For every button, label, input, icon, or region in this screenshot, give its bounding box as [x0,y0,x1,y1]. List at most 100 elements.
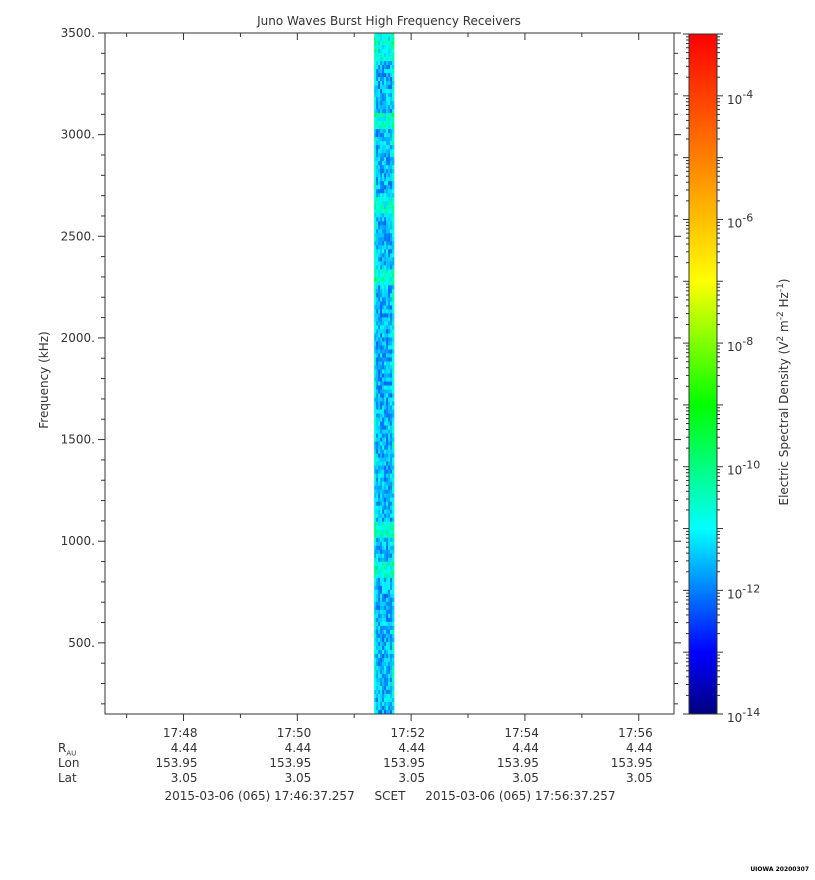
burst-cell [374,329,377,334]
burst-cell [390,273,393,278]
burst-cell [374,485,377,490]
burst-cell [374,381,377,386]
burst-cell [382,389,385,394]
burst-cell [384,557,387,563]
burst-cell [384,397,387,402]
burst-cell [384,485,387,490]
burst-cell [388,141,391,146]
burst-cell [390,485,393,490]
burst-cell [390,549,393,555]
burst-cell [388,529,391,535]
burst-cell [390,617,393,623]
burst-cell [378,581,381,587]
burst-cell [386,437,389,442]
burst-cell [390,641,393,647]
burst-cell [392,133,395,138]
burst-cell [374,385,377,390]
burst-cell [374,265,377,270]
burst-cell [388,513,391,519]
burst-cell [378,453,381,458]
time-range: 2015-03-06 (065) 17:46:37.257 SCET 2015-… [0,789,780,803]
y-axis-label: Frequency (kHz) [37,331,51,428]
burst-cell [378,249,381,254]
burst-cell [374,137,377,142]
burst-cell [390,529,393,535]
burst-cell [390,429,393,434]
burst-cell [378,261,381,266]
burst-cell [388,533,391,539]
burst-cell [390,125,393,130]
burst-cell [392,317,395,322]
burst-cell [380,189,383,194]
burst-cell [384,213,387,218]
burst-cell [392,177,395,182]
burst-cell [390,121,393,126]
burst-cell [374,77,377,82]
burst-cell [376,169,379,174]
burst-cell [390,465,393,470]
burst-cell [388,189,391,194]
burst-cell [386,461,389,466]
burst-cell [382,381,385,386]
burst-cell [386,381,389,386]
burst-cell [376,705,379,711]
burst-cell [376,245,379,250]
burst-cell [374,225,377,230]
burst-cell [374,465,377,470]
burst-cell [382,205,385,210]
burst-cell [392,233,395,238]
burst-cell [374,417,377,422]
burst-cell [380,473,383,478]
burst-cell [386,165,389,170]
burst-cell [382,521,385,527]
burst-cell [380,593,383,599]
burst-cell [376,33,379,38]
burst-cell [386,229,389,234]
x-tick-label: 17:48 [163,726,198,740]
burst-cell [380,345,383,350]
burst-cell [376,97,379,102]
burst-cell [374,437,377,442]
burst-cell [378,153,381,158]
burst-cell [374,673,377,679]
burst-cell [390,653,393,659]
burst-cell [378,269,381,274]
burst-cell [386,33,389,38]
burst-cell [386,645,389,651]
burst-cell [388,405,391,410]
burst-cell [384,437,387,442]
burst-cell [386,277,389,282]
ephemeris-lat-value: 3.05 [284,771,312,785]
burst-cell [386,105,389,110]
burst-cell [380,45,383,50]
burst-cell [382,545,385,551]
burst-cell [376,441,379,446]
burst-cell [384,285,387,290]
burst-cell [380,529,383,535]
burst-cell [382,397,385,402]
burst-cell [390,577,393,583]
burst-cell [380,437,383,442]
burst-cell [380,633,383,639]
burst-cell [380,141,383,146]
burst-cell [374,345,377,350]
burst-cell [388,281,391,286]
burst-cell [376,593,379,599]
burst-cell [392,653,395,659]
burst-cell [382,65,385,70]
burst-cell [374,205,377,210]
burst-cell [390,101,393,106]
burst-cell [374,705,377,711]
burst-cell [386,377,389,382]
burst-cell [390,177,393,182]
burst-cell [380,225,383,230]
burst-cell [382,413,385,418]
burst-cell [390,41,393,46]
burst-cell [386,585,389,591]
burst-cell [378,373,381,378]
burst-cell [380,265,383,270]
burst-cell [388,365,391,370]
burst-cell [392,669,395,675]
burst-cell [382,377,385,382]
burst-cell [376,677,379,683]
